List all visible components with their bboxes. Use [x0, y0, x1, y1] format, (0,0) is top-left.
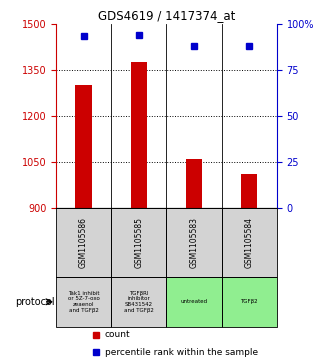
- Bar: [166, 208, 222, 277]
- Text: GSM1105583: GSM1105583: [189, 217, 198, 268]
- Text: TGFβ2: TGFβ2: [240, 299, 258, 304]
- Bar: [186, 159, 202, 208]
- Text: Tak1 inhibit
or 5Z-7-oxo
zeaenol
and TGFβ2: Tak1 inhibit or 5Z-7-oxo zeaenol and TGF…: [68, 291, 100, 313]
- Bar: [131, 62, 147, 208]
- Bar: [56, 277, 111, 327]
- Bar: [166, 277, 222, 327]
- Title: GDS4619 / 1417374_at: GDS4619 / 1417374_at: [98, 9, 235, 23]
- Bar: [111, 277, 166, 327]
- Bar: [56, 208, 111, 277]
- Text: protocol: protocol: [15, 297, 55, 307]
- Text: GSM1105584: GSM1105584: [245, 217, 254, 268]
- Bar: [75, 85, 92, 208]
- Text: untreated: untreated: [180, 299, 208, 304]
- Text: GSM1105586: GSM1105586: [79, 217, 88, 268]
- Bar: [111, 208, 166, 277]
- Text: percentile rank within the sample: percentile rank within the sample: [105, 348, 258, 357]
- Bar: [221, 208, 277, 277]
- Text: GSM1105585: GSM1105585: [134, 217, 143, 268]
- Text: count: count: [105, 330, 130, 339]
- Bar: [241, 174, 258, 208]
- Text: TGFβRI
inhibitor
SB431542
and TGFβ2: TGFβRI inhibitor SB431542 and TGFβ2: [124, 291, 154, 313]
- Bar: [221, 277, 277, 327]
